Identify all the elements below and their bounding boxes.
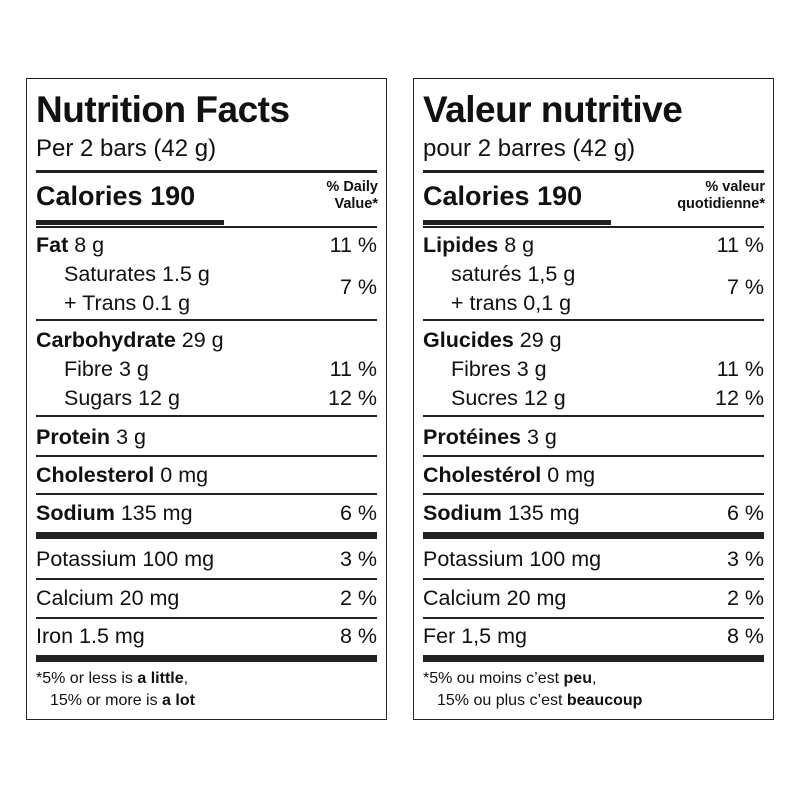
divider xyxy=(36,319,377,321)
iron-row: Iron 1.5 mg xyxy=(36,624,145,648)
protein-row: Protéines 3 g xyxy=(423,425,557,449)
potassium-row: Potassium 100 mg xyxy=(423,547,602,571)
daily-value-header: % Daily Value* xyxy=(326,179,378,212)
divider xyxy=(423,319,764,321)
sat-trans-pct: 7 % xyxy=(726,275,764,299)
sat-trans-pct: 7 % xyxy=(339,275,377,299)
divider xyxy=(423,415,764,417)
sugars-pct: 12 % xyxy=(714,386,764,410)
panel-title: Nutrition Facts xyxy=(36,89,290,130)
fat-pct: 11 % xyxy=(329,233,377,257)
calories-underline xyxy=(423,220,611,225)
protein-row: Protein 3 g xyxy=(36,425,146,449)
sugars-pct: 12 % xyxy=(327,386,377,410)
calcium-pct: 2 % xyxy=(726,586,764,610)
trans-row: + Trans 0.1 g xyxy=(64,291,191,315)
sodium-pct: 6 % xyxy=(726,501,764,525)
calories-line: Calories 190 xyxy=(36,181,196,211)
sodium-row: Sodium 135 mg xyxy=(36,501,193,525)
footnote: *5% or less is a little, 15% or more is … xyxy=(36,670,195,709)
carbohydrate-row: Carbohydrate 29 g xyxy=(36,328,224,352)
divider xyxy=(423,578,764,580)
saturates-row: Saturates 1.5 g xyxy=(64,262,210,286)
sugars-row: Sucres 12 g xyxy=(451,386,566,410)
divider xyxy=(423,455,764,457)
sodium-pct: 6 % xyxy=(339,501,377,525)
divider xyxy=(36,578,377,580)
saturates-row: saturés 1,5 g xyxy=(451,262,576,286)
serving-size: Per 2 bars (42 g) xyxy=(36,135,217,162)
divider xyxy=(423,493,764,495)
heavy-divider xyxy=(36,532,377,539)
carbohydrate-row: Glucides 29 g xyxy=(423,328,562,352)
heavy-divider xyxy=(423,532,764,539)
fat-row: Fat 8 g xyxy=(36,233,105,257)
fibre-pct: 11 % xyxy=(716,357,764,381)
potassium-row: Potassium 100 mg xyxy=(36,547,215,571)
iron-pct: 8 % xyxy=(339,624,377,648)
calories-underline xyxy=(36,220,224,225)
cholesterol-row: Cholestérol 0 mg xyxy=(423,463,596,487)
fibre-row: Fibre 3 g xyxy=(64,357,149,381)
calcium-row: Calcium 20 mg xyxy=(423,586,567,610)
serving-size: pour 2 barres (42 g) xyxy=(423,135,636,162)
sugars-row: Sugars 12 g xyxy=(64,386,180,410)
fat-row: Lipides 8 g xyxy=(423,233,535,257)
divider xyxy=(36,170,377,173)
heavy-divider xyxy=(36,655,377,662)
heavy-divider xyxy=(423,655,764,662)
iron-row: Fer 1,5 mg xyxy=(423,624,527,648)
calcium-pct: 2 % xyxy=(339,586,377,610)
divider xyxy=(36,455,377,457)
potassium-pct: 3 % xyxy=(339,547,377,571)
panel-title: Valeur nutritive xyxy=(423,89,683,130)
sodium-row: Sodium 135 mg xyxy=(423,501,580,525)
cholesterol-row: Cholesterol 0 mg xyxy=(36,463,209,487)
calcium-row: Calcium 20 mg xyxy=(36,586,180,610)
divider xyxy=(423,226,764,228)
calories-line: Calories 190 xyxy=(423,181,583,211)
nutrition-facts-panel-fr: Valeur nutritive pour 2 barres (42 g) Ca… xyxy=(413,78,774,720)
divider xyxy=(36,226,377,228)
fibre-row: Fibres 3 g xyxy=(451,357,547,381)
divider xyxy=(36,617,377,619)
divider xyxy=(423,617,764,619)
nutrition-facts-panel-en: Nutrition Facts Per 2 bars (42 g) Calori… xyxy=(26,78,387,720)
daily-value-header: % valeur quotidienne* xyxy=(677,179,765,212)
fat-pct: 11 % xyxy=(716,233,764,257)
iron-pct: 8 % xyxy=(726,624,764,648)
fibre-pct: 11 % xyxy=(329,357,377,381)
divider xyxy=(36,415,377,417)
divider xyxy=(36,493,377,495)
divider xyxy=(423,170,764,173)
footnote: *5% ou moins c’est peu, 15% ou plus c’es… xyxy=(423,670,643,709)
trans-row: + trans 0,1 g xyxy=(451,291,572,315)
potassium-pct: 3 % xyxy=(726,547,764,571)
